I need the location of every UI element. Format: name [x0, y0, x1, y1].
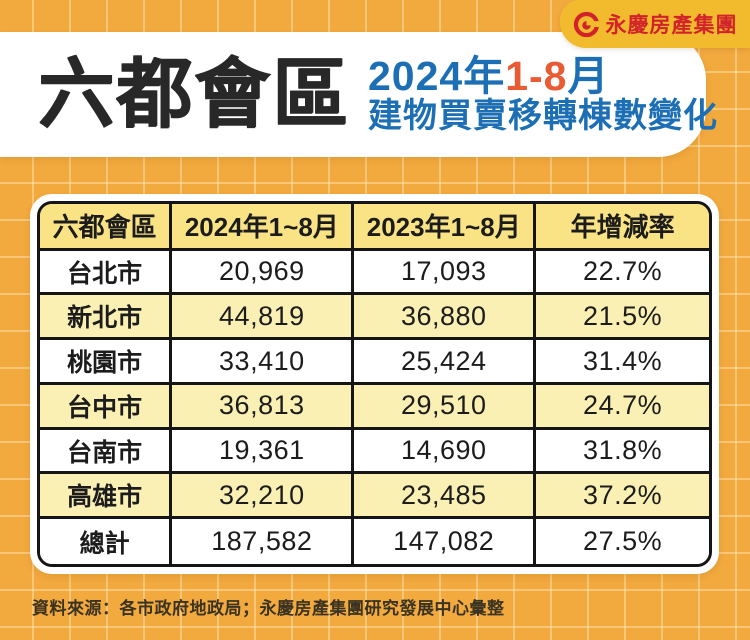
- brand-badge: 永慶房產集團: [560, 0, 750, 48]
- row-newtaipei-name: 新北市: [40, 295, 173, 341]
- row-total-2024: 187,582: [172, 519, 355, 564]
- row-tainan-name: 台南市: [40, 429, 173, 475]
- page-title: 六都會區: [38, 51, 350, 137]
- row-taipei-2023: 17,093: [354, 250, 537, 296]
- row-taichung-yoy: 24.7%: [536, 384, 709, 430]
- row-total-2023: 147,082: [354, 519, 537, 564]
- row-kaohsiung-2023: 23,485: [354, 474, 537, 520]
- row-total-name: 總計: [40, 519, 173, 564]
- footer-source: 資料來源：各市政府地政局；永慶房產集團研究發展中心彙整: [32, 599, 505, 618]
- brand-logo-icon: [573, 11, 600, 38]
- row-taichung-2023: 29,510: [354, 384, 537, 430]
- subtitle-line1: 2024年1-8月: [368, 54, 718, 98]
- page-subtitle: 2024年1-8月 建物買賣移轉棟數變化: [368, 54, 718, 135]
- col-header-yoy: 年增減率: [536, 204, 709, 251]
- row-newtaipei-2023: 36,880: [354, 295, 537, 341]
- row-newtaipei-2024: 44,819: [172, 295, 355, 341]
- row-tainan-2024: 19,361: [172, 429, 355, 475]
- data-table: 六都會區 2024年1~8月 2023年1~8月 年增減率 台北市 20,969…: [37, 201, 712, 567]
- brand-name: 永慶房產集團: [605, 14, 738, 37]
- header-banner: 六都會區 2024年1-8月 建物買賣移轉棟數變化: [0, 32, 717, 157]
- row-taipei-yoy: 22.7%: [536, 250, 709, 296]
- subtitle-month-char: 月: [567, 53, 610, 99]
- subtitle-line2: 建物買賣移轉棟數變化: [368, 97, 718, 136]
- col-header-region: 六都會區: [40, 204, 173, 251]
- row-taoyuan-name: 桃園市: [40, 340, 173, 385]
- row-taoyuan-2024: 33,410: [172, 340, 355, 385]
- row-taipei-name: 台北市: [40, 250, 173, 296]
- row-taipei-2024: 20,969: [172, 250, 355, 296]
- subtitle-month-range: 1-8: [505, 53, 568, 99]
- subtitle-year: 2024年: [368, 53, 506, 99]
- row-tainan-yoy: 31.8%: [536, 429, 709, 475]
- row-taichung-2024: 36,813: [172, 384, 355, 430]
- row-newtaipei-yoy: 21.5%: [536, 295, 709, 341]
- row-kaohsiung-yoy: 37.2%: [536, 474, 709, 520]
- row-total-yoy: 27.5%: [536, 519, 709, 564]
- row-kaohsiung-2024: 32,210: [172, 474, 355, 520]
- row-kaohsiung-name: 高雄市: [40, 474, 173, 520]
- row-taoyuan-2023: 25,424: [354, 340, 537, 385]
- col-header-2023: 2023年1~8月: [354, 204, 537, 251]
- col-header-2024: 2024年1~8月: [172, 204, 355, 251]
- row-taichung-name: 台中市: [40, 384, 173, 430]
- row-taoyuan-yoy: 31.4%: [536, 340, 709, 385]
- table-container: 六都會區 2024年1~8月 2023年1~8月 年增減率 台北市 20,969…: [30, 194, 719, 574]
- row-tainan-2023: 14,690: [354, 429, 537, 475]
